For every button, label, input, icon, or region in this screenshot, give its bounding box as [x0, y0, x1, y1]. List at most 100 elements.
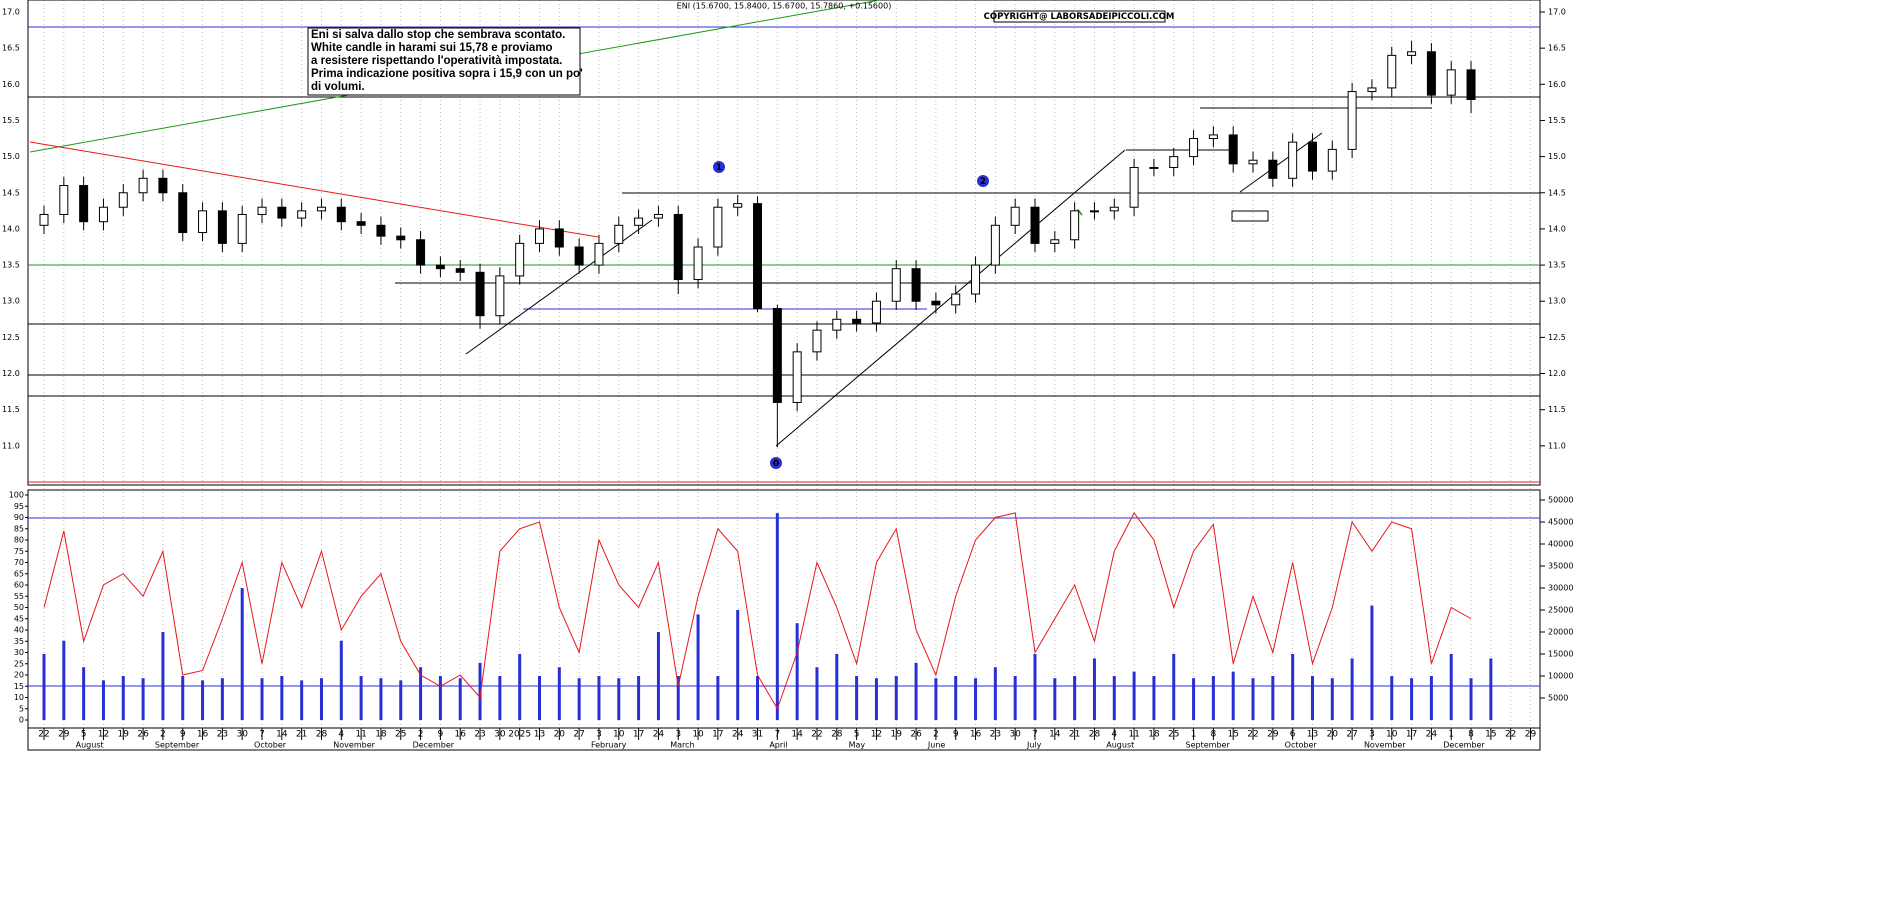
- volume-bar: [1033, 654, 1037, 720]
- month-label: February: [591, 741, 627, 750]
- candle-body: [1288, 141, 1298, 179]
- month-label: December: [1443, 741, 1485, 750]
- volume-bar: [656, 632, 660, 720]
- volume-bar: [1271, 676, 1275, 720]
- y-tick-label: 11.0: [2, 441, 20, 450]
- y-tick-label: 95: [14, 502, 24, 511]
- volume-bar: [300, 680, 304, 720]
- marker: [977, 175, 989, 187]
- candle-body: [1347, 91, 1357, 150]
- y2-tick-label: 10000: [1548, 672, 1573, 681]
- volume-bar: [855, 676, 859, 720]
- volume-bar: [1152, 676, 1156, 720]
- candle-body: [1010, 206, 1020, 226]
- y-tick-label: 90: [14, 513, 24, 522]
- volume-bar: [736, 610, 740, 720]
- y-tick-label: 14.0: [1548, 224, 1566, 233]
- levels: [28, 26, 1540, 687]
- candle-body: [911, 268, 921, 302]
- candle-body: [852, 318, 862, 324]
- y-tick-label: 20: [14, 671, 24, 680]
- y-tick-label: 16.5: [1548, 44, 1566, 53]
- volume-bar: [1310, 676, 1314, 720]
- note-line: Prima indicazione positiva sopra i 15,9 …: [311, 68, 583, 80]
- month-label: October: [1285, 741, 1318, 750]
- candle-body: [554, 228, 564, 248]
- volume-bar: [379, 678, 383, 720]
- note-box: [307, 27, 581, 96]
- candle-body: [1070, 210, 1080, 241]
- volume-bar: [1469, 678, 1473, 720]
- candle-body: [574, 246, 584, 266]
- candle-body: [396, 235, 406, 241]
- y2-tick-label: 30000: [1548, 584, 1573, 593]
- candle-body: [39, 213, 49, 226]
- volume-bar: [1330, 678, 1334, 720]
- volume-bar: [993, 667, 997, 720]
- candle-body: [1129, 166, 1139, 208]
- y2-tick-label: 15000: [1548, 650, 1573, 659]
- volume-bar: [696, 614, 700, 720]
- candle-body: [1149, 166, 1159, 169]
- candle-body: [951, 293, 961, 306]
- volume-bar: [1449, 654, 1453, 720]
- note-line: White candle in harami sui 15,78 e provi…: [311, 42, 553, 54]
- y-tick-label: 10: [14, 693, 24, 702]
- volume-bar: [438, 676, 442, 720]
- trendline: [29, 141, 599, 238]
- y-tick-label: 12.0: [2, 369, 20, 378]
- volume-bar: [1429, 676, 1433, 720]
- month-label: September: [1186, 741, 1231, 750]
- y2-tick-label: 50000: [1548, 496, 1573, 505]
- volume-bar: [557, 667, 561, 720]
- candle-body: [118, 192, 128, 208]
- y-tick-label: 14.5: [1548, 188, 1566, 197]
- volume-bar: [220, 678, 224, 720]
- y-tick-label: 13.5: [1548, 261, 1566, 270]
- marker-label: 1: [716, 163, 722, 173]
- month-label: April: [769, 741, 787, 750]
- y-tick-label: 30: [14, 648, 24, 657]
- volume-bar: [1073, 676, 1077, 720]
- volume-bar: [934, 678, 938, 720]
- candle-body: [1109, 206, 1119, 212]
- candle-body: [1030, 206, 1040, 244]
- volume-bar: [1489, 658, 1493, 720]
- volume-bar: [42, 654, 46, 720]
- volume-bar: [518, 654, 522, 720]
- candle-body: [535, 228, 544, 244]
- y-tick-label: 11.5: [2, 405, 20, 414]
- candle-body: [1248, 159, 1258, 165]
- price-frame: [27, 0, 1541, 486]
- candle-body: [1050, 239, 1060, 244]
- y-tick-label: 60: [14, 581, 24, 590]
- box-mark: [1231, 210, 1269, 222]
- month-label: March: [670, 741, 694, 750]
- volume-bar: [795, 623, 799, 720]
- y-tick-label: 65: [14, 569, 24, 578]
- candle-body: [98, 206, 108, 223]
- volume-bar: [1211, 676, 1215, 720]
- candle-body: [237, 213, 247, 244]
- volume-bar: [716, 676, 720, 720]
- candle-body: [59, 185, 69, 215]
- candle-body: [1466, 69, 1476, 100]
- candle-body: [891, 268, 901, 302]
- volume-bar: [1192, 678, 1196, 720]
- candle-body: [1268, 159, 1278, 179]
- candle-body: [1228, 134, 1238, 165]
- candle-body: [455, 268, 465, 273]
- candle-body: [316, 206, 326, 212]
- volume-bar: [954, 676, 958, 720]
- candle-body: [832, 318, 842, 331]
- candle-body: [733, 203, 743, 208]
- volume-bar: [260, 678, 264, 720]
- volume-bar: [1053, 678, 1057, 720]
- y-tick-label: 75: [14, 547, 24, 556]
- y2-tick-label: 25000: [1548, 606, 1573, 615]
- volume-bar: [141, 678, 145, 720]
- y2-tick-label: 35000: [1548, 562, 1573, 571]
- candle-body: [693, 246, 703, 281]
- marker: [713, 161, 725, 173]
